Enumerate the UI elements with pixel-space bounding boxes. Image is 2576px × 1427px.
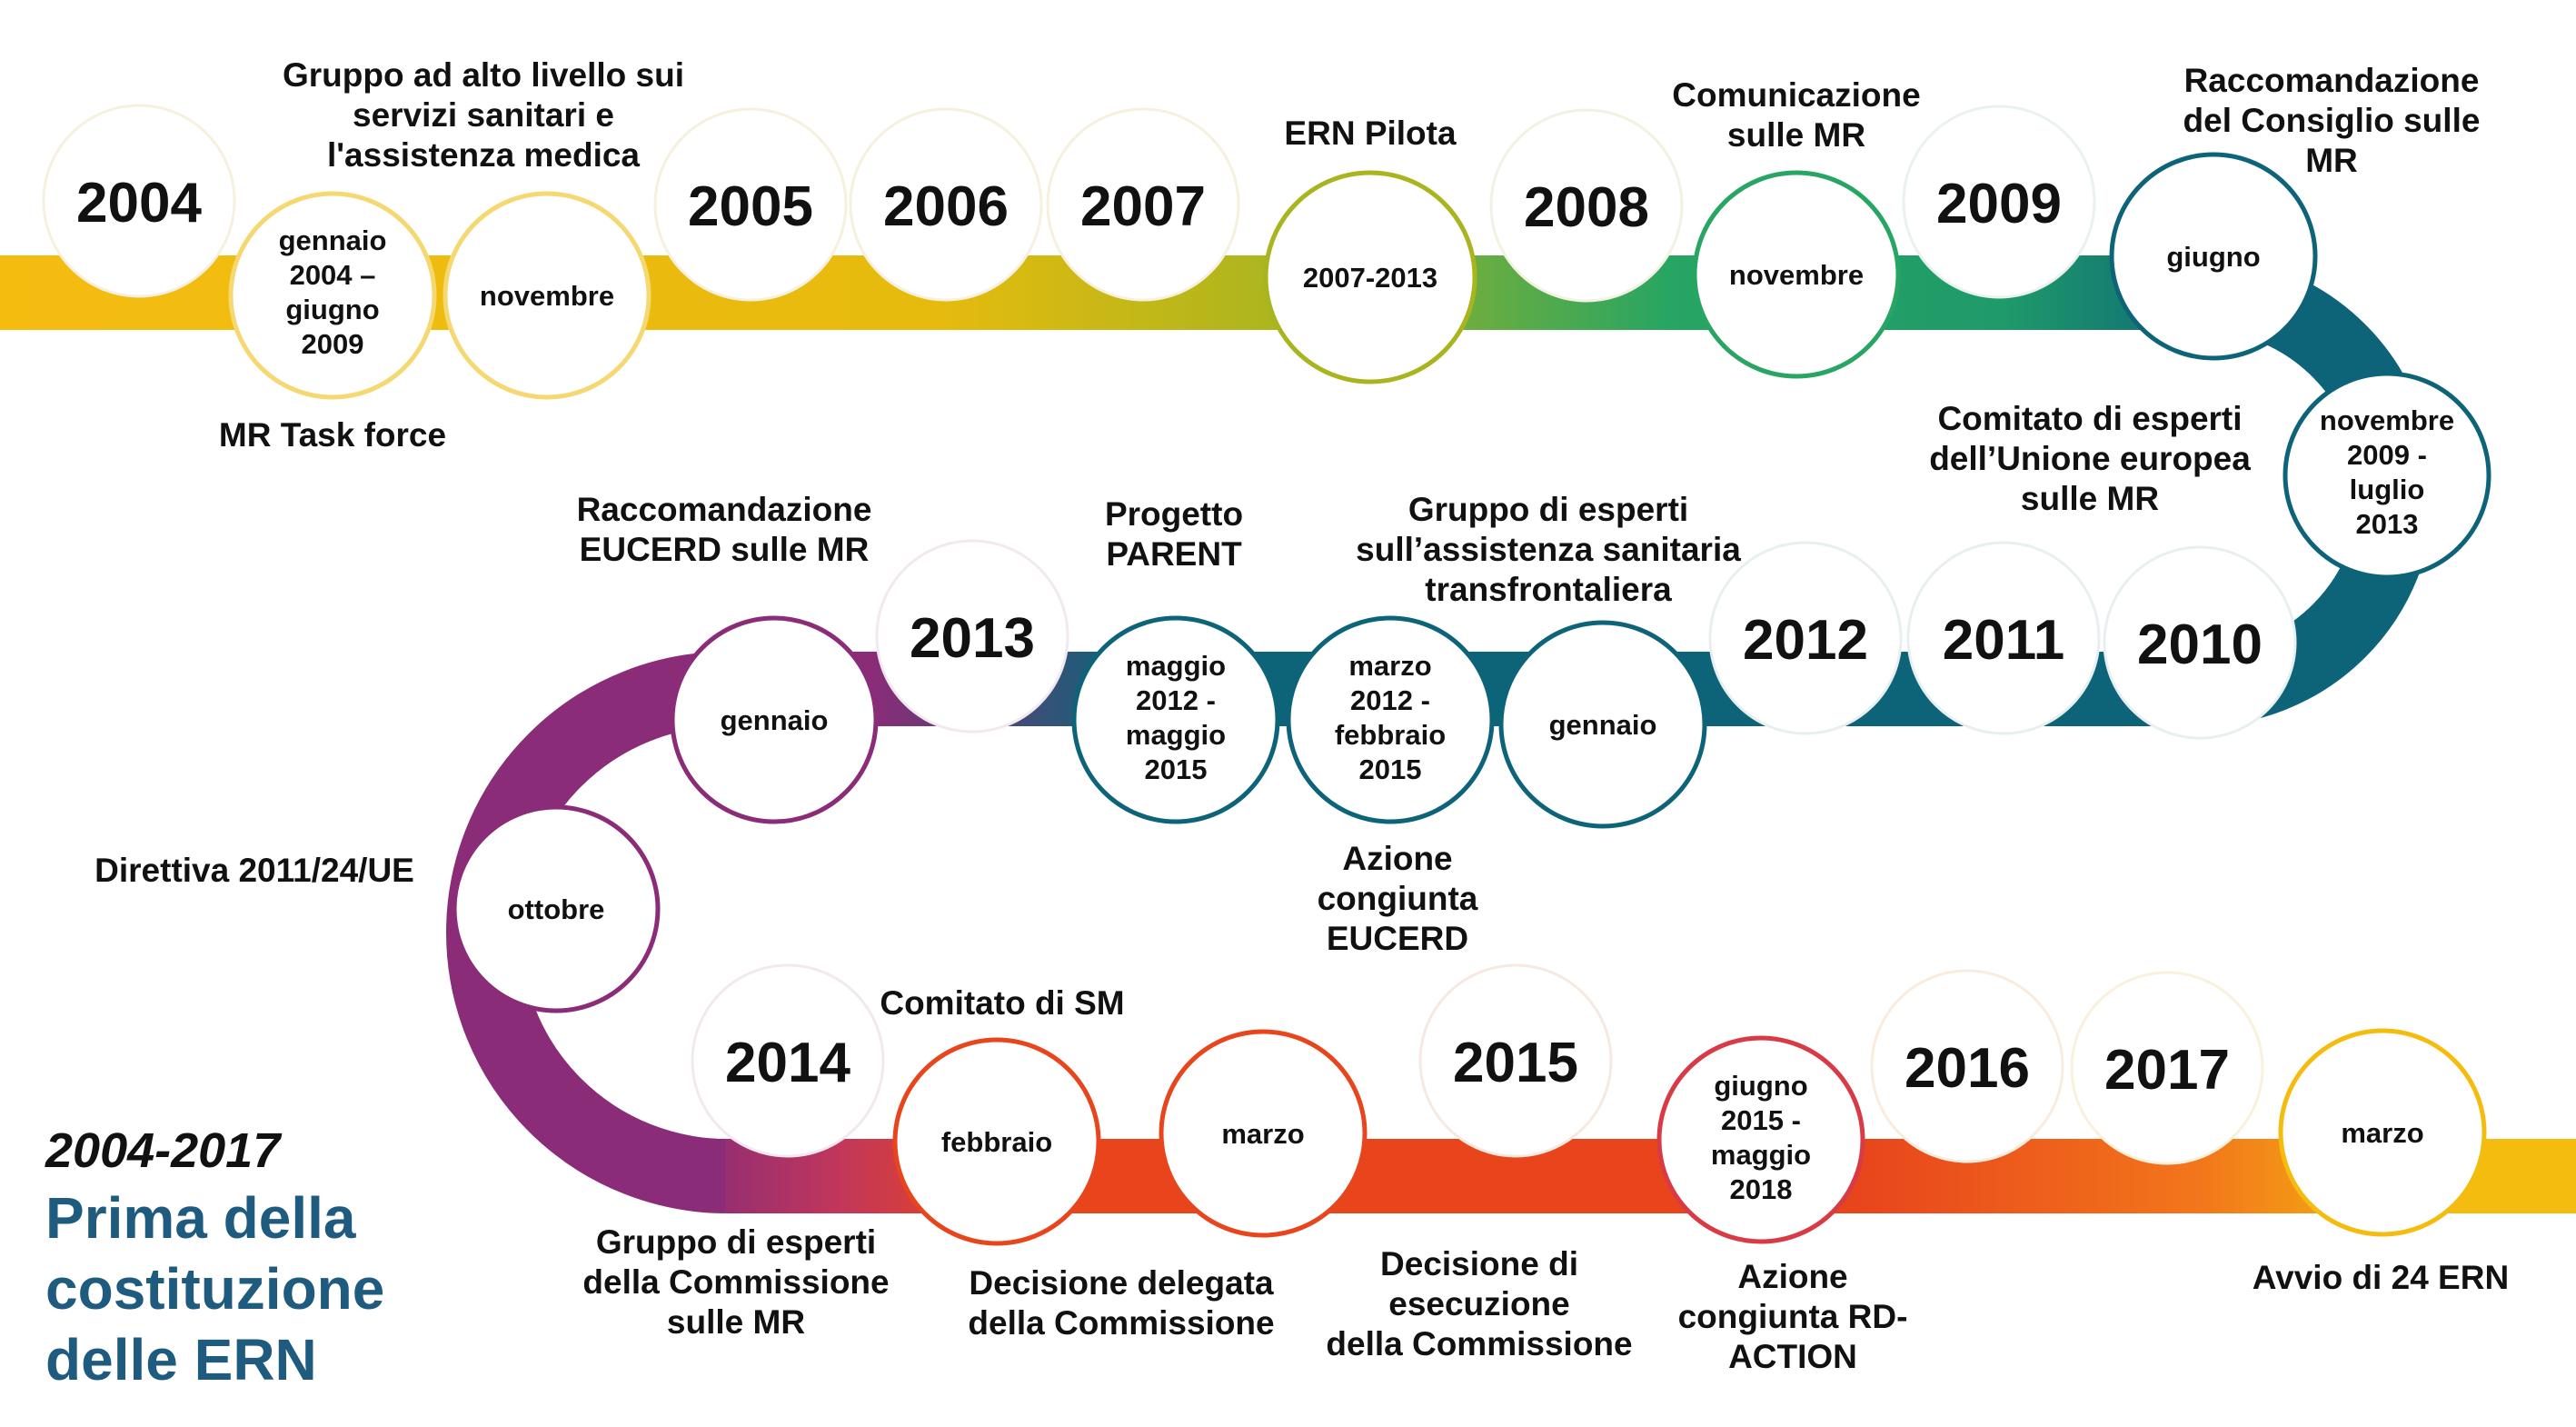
svg-text:2008: 2008 [1524, 176, 1649, 239]
date-circle-comitato-sm: febbraio [892, 1037, 1101, 1246]
svg-text:febbraio: febbraio [941, 1126, 1052, 1158]
svg-text:novembre: novembre [1729, 259, 1864, 291]
date-circle-gruppo-transfrontaliera: gennaio [1498, 620, 1707, 829]
label-direttiva: Direttiva 2011/24/UE [94, 852, 414, 889]
date-circle-raccomandazione-eucerd: gennaio [670, 615, 879, 824]
label-comunicazione: Comunicazione sulle MR [1672, 76, 1920, 154]
svg-text:marzo: marzo [2341, 1117, 2423, 1149]
label-eucerd-comitato: Comitato di esperti dell’Unione europea su… [1929, 400, 2251, 517]
label-comitato-sm: Comitato di SM [880, 984, 1124, 1022]
svg-text:ottobre: ottobre [508, 893, 605, 925]
label-raccomandazione-eucerd: Raccomandazione EUCERD sulle MR [577, 491, 872, 568]
year-2014: 2014 [691, 963, 885, 1158]
label-raccomandazione-consiglio: Raccomandazione del Consiglio sulle MR [2183, 62, 2481, 179]
svg-text:giugno: giugno [2166, 241, 2260, 273]
year-2011: 2011 [1906, 541, 2101, 735]
date-circle-mr-task-force: gennaio 2004 – giugno 2009 [228, 191, 437, 400]
year-2017: 2017 [2070, 971, 2264, 1165]
title-range: 2004-2017 [45, 1123, 283, 1178]
year-2015: 2015 [1418, 963, 1613, 1158]
year-2013: 2013 [875, 539, 1069, 733]
svg-text:2004: 2004 [76, 172, 202, 235]
svg-text:2013: 2013 [910, 607, 1035, 670]
year-2012: 2012 [1708, 541, 1903, 735]
label-hlg: Gruppo ad alto livello sui servizi sanita… [283, 56, 684, 174]
svg-text:2005: 2005 [688, 175, 813, 238]
svg-text:2009: 2009 [1936, 173, 2062, 235]
date-circle-decisione-delegata: marzo [1159, 1029, 1368, 1238]
year-2016: 2016 [1870, 969, 2064, 1163]
date-circle-direttiva: ottobre [452, 804, 661, 1013]
year-2007: 2007 [1046, 107, 1240, 302]
svg-text:marzo: marzo [1221, 1118, 1304, 1150]
svg-text:2014: 2014 [725, 1032, 850, 1094]
svg-text:2016: 2016 [1905, 1037, 2030, 1100]
date-circle-ern-pilota: 2007-2013 [1263, 170, 1477, 384]
label-avvio: Avvio di 24 ERN [2253, 1259, 2509, 1296]
year-2004: 2004 [42, 104, 236, 298]
svg-text:2012: 2012 [1743, 609, 1868, 672]
date-circle-azione-eucerd: marzo 2012 -febbraio 2015 [1286, 615, 1495, 824]
date-circle-hlg: novembre [443, 191, 651, 400]
date-circle-raccomandazione-consiglio: giugno [2109, 152, 2318, 361]
svg-text:2010: 2010 [2137, 614, 2263, 676]
year-2010: 2010 [2103, 545, 2297, 740]
label-decisione-delegata: Decisione delegata della Commissione [968, 1264, 1274, 1342]
date-circle-parent: maggio 2012 -maggio 2015 [1071, 615, 1280, 824]
svg-text:2006: 2006 [883, 175, 1009, 238]
year-2009: 2009 [1902, 105, 2096, 299]
svg-text:novembre: novembre [480, 280, 614, 312]
year-2005: 2005 [653, 107, 848, 302]
date-circle-comunicazione: novembre [1692, 170, 1901, 379]
svg-text:2007: 2007 [1080, 175, 1206, 238]
label-rd-action: Azione congiunta RD-ACTION [1678, 1258, 1908, 1375]
label-parent: Progetto PARENT [1105, 495, 1243, 573]
label-gruppo-commissione: Gruppo di esperti della Commissione sulle … [582, 1223, 889, 1341]
date-circle-avvio: marzo [2278, 1028, 2487, 1237]
label-azione-eucerd: Azione congiunta EUCERD [1318, 840, 1478, 957]
svg-text:2011: 2011 [1943, 609, 2065, 672]
svg-text:2015: 2015 [1453, 1032, 1578, 1094]
label-mr-task-force: MR Task force [219, 416, 446, 454]
year-2006: 2006 [849, 107, 1043, 302]
year-2008: 2008 [1489, 108, 1684, 303]
date-circle-rd-action: giugno 2015 -maggio 2018 [1656, 1035, 1865, 1244]
svg-text:2007-2013: 2007-2013 [1303, 262, 1437, 294]
svg-text:gennaio: gennaio [721, 704, 829, 736]
label-ern-pilota: ERN Pilota [1284, 115, 1457, 152]
svg-text:gennaio: gennaio [1549, 709, 1657, 741]
label-gruppo-transfrontaliera: Gruppo di esperti sull’assistenza sanitar… [1356, 491, 1741, 608]
date-circle-eucerd-comitato: novembre 2009 -luglio 2013 [2283, 371, 2491, 580]
page-title: Prima della costituzione delle ERN [45, 1185, 384, 1392]
svg-text:2017: 2017 [2104, 1039, 2230, 1102]
label-decisione-esecuzione: Decisione di esecuzione della Commissione [1326, 1245, 1632, 1362]
